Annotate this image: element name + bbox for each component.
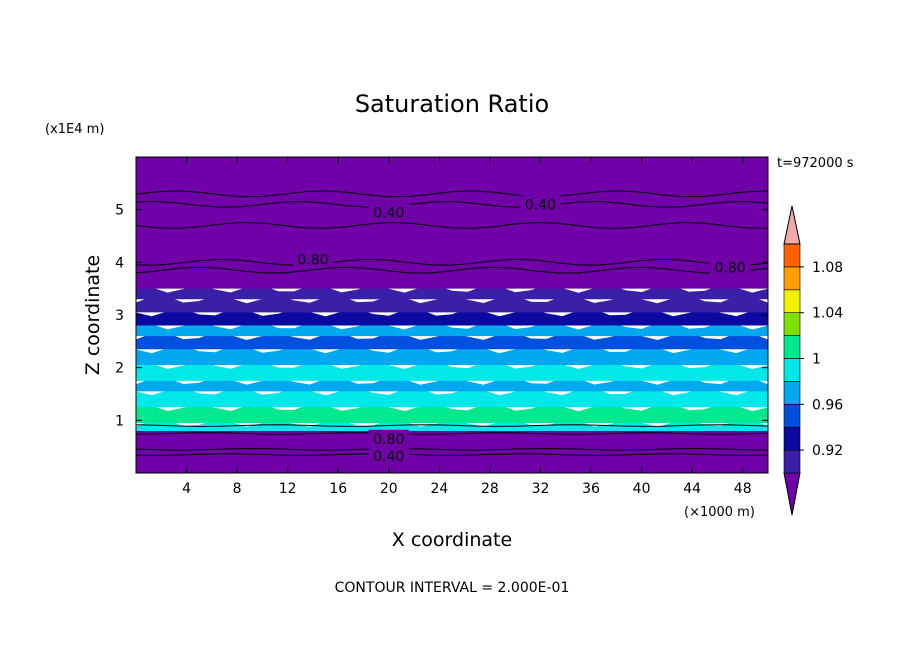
contour-label-1: 0.40	[525, 197, 556, 213]
colorbar-cell	[783, 426, 801, 451]
contour-label-bg-5	[368, 447, 409, 464]
colorbar-tick-label: 1.08	[812, 260, 843, 276]
y-tick-label: 1	[115, 413, 124, 429]
x-tick-label: 8	[233, 481, 242, 497]
contour-line-0	[135, 221, 769, 229]
x-tick-label: 4	[182, 481, 191, 497]
contour-lines: 0.40 0.400.80 0.800.800.40	[135, 190, 769, 465]
time-label: t=972000 s	[777, 156, 854, 171]
chart-title: Saturation Ratio	[355, 90, 549, 118]
band-4	[136, 376, 768, 392]
contour-label-0: 0.40	[373, 205, 404, 221]
colorbar-cell	[783, 381, 801, 405]
colorbar-cell	[783, 449, 801, 474]
contour-label-4: 0.80	[373, 432, 404, 448]
y-axis: 1 2 3 4 5	[115, 203, 768, 429]
contour-line-3	[135, 190, 769, 198]
band-10	[136, 295, 768, 313]
contour-label-bg-2	[292, 250, 333, 267]
contour-line-2	[135, 266, 769, 274]
contour-label-bg-1	[520, 195, 561, 212]
x-axis-label: X coordinate	[392, 529, 512, 551]
colorbar-cell	[783, 335, 801, 359]
colorbar: 0.92 0.96 1 1.04 1.08	[783, 205, 843, 516]
x-axis: 4 8 12 16 20 24 28 32 36 40 44 48	[182, 157, 752, 497]
colorbar-lower-triangle	[783, 472, 801, 516]
colorbar-upper-triangle	[783, 205, 801, 245]
x-tick-label: 28	[481, 481, 499, 497]
colorbar-tick-label: 1	[812, 352, 821, 368]
colorbar-tick-label: 0.96	[812, 397, 843, 413]
colorbar-tick-label: 1.04	[812, 306, 843, 322]
x-tick-label: 36	[582, 481, 600, 497]
colorbar-cell	[783, 312, 801, 336]
contour-line-6	[135, 448, 769, 451]
contour-line-4	[135, 200, 769, 208]
contour-label-5: 0.40	[373, 449, 404, 465]
x-tick-label: 24	[430, 481, 448, 497]
colorbar-cell	[783, 289, 801, 313]
x-tick-label: 48	[734, 481, 752, 497]
contour-label-bg-4	[368, 429, 409, 446]
y-tick-label: 3	[115, 308, 124, 324]
contour-interval-label: CONTOUR INTERVAL = 2.000E-01	[335, 580, 570, 596]
x-tick-label: 20	[380, 481, 398, 497]
contour-line-5	[135, 424, 769, 427]
band-9	[136, 308, 768, 326]
contour-label-3: 0.80	[714, 261, 745, 277]
colorbar-tick-label: 0.92	[812, 443, 843, 459]
x-tick-label: 12	[279, 481, 297, 497]
x-tick-label: 32	[532, 481, 550, 497]
y-unit-label: (x1E4 m)	[45, 122, 104, 137]
y-tick-label: 2	[115, 361, 124, 377]
colorbar-cell	[783, 266, 801, 291]
y-tick-label: 4	[115, 255, 124, 271]
colorbar-cell	[783, 358, 801, 382]
colorbar-cell	[783, 403, 801, 428]
colorbar-cell	[783, 243, 801, 268]
contour-label-bg-0	[368, 203, 409, 220]
contour-line-8	[135, 432, 769, 435]
y-tick-label: 5	[115, 203, 124, 219]
contour-line-7	[135, 453, 769, 456]
band-2	[136, 403, 768, 423]
band-6	[136, 345, 768, 366]
y-axis-label: Z coordinate	[82, 255, 104, 375]
contour-line-1	[135, 258, 769, 266]
band-0	[136, 430, 768, 473]
band-3	[136, 387, 768, 408]
x-tick-label: 40	[633, 481, 651, 497]
x-unit-label: (×1000 m)	[684, 505, 755, 520]
contour-label-2: 0.80	[297, 253, 328, 269]
band-7	[136, 332, 768, 350]
contour-label-bg-3	[710, 258, 751, 275]
x-tick-label: 16	[329, 481, 347, 497]
band-5	[136, 361, 768, 381]
x-tick-label: 44	[683, 481, 701, 497]
